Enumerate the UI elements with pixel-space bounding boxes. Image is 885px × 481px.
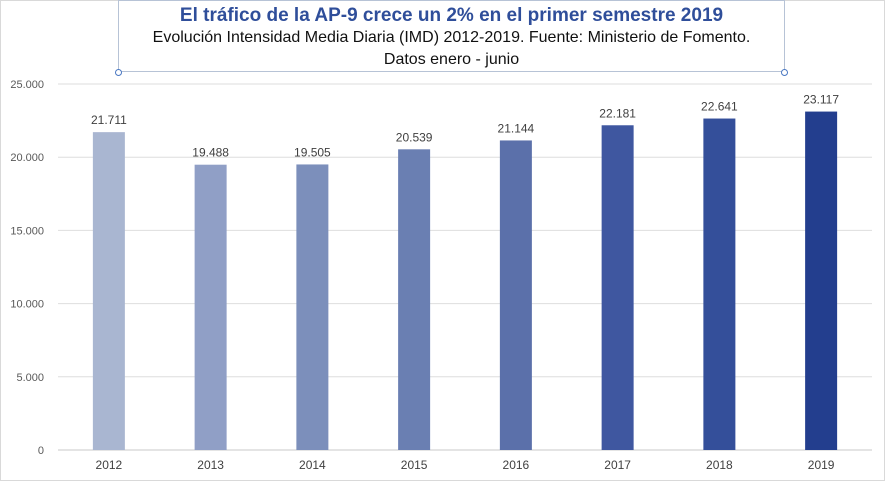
y-tick-label: 25.000 (10, 79, 44, 91)
bar-2019[interactable] (805, 111, 838, 450)
x-tick-label-2012: 2012 (96, 458, 123, 472)
x-tick-label-2018: 2018 (706, 458, 733, 472)
y-tick-label: 5.000 (16, 372, 44, 384)
y-tick-label: 10.000 (10, 299, 44, 311)
x-tick-label-2014: 2014 (299, 458, 326, 472)
chart-subtitle: Evolución Intensidad Media Diaria (IMD) … (152, 29, 751, 46)
value-label-2016: 21.144 (498, 121, 535, 135)
chart-title: El tráfico de la AP-9 crece un 2% en el … (179, 5, 724, 26)
value-label-2017: 22.181 (599, 106, 636, 120)
y-tick-label: 15.000 (10, 225, 44, 237)
value-label-2019: 23.117 (803, 93, 839, 107)
bar-2016[interactable] (499, 140, 532, 450)
value-label-2012: 21.711 (91, 113, 127, 127)
value-labels: 21.711 19.488 19.505 20.539 21.144 22.181 22.6… (91, 93, 839, 160)
x-tick-label-2015: 2015 (401, 458, 428, 472)
resize-handle-bottom-left[interactable] (115, 69, 122, 76)
value-label-2014: 19.505 (294, 145, 331, 159)
bars (92, 111, 838, 451)
value-label-2015: 20.539 (396, 130, 433, 144)
bar-2015[interactable] (398, 149, 431, 451)
x-tick-label-2016: 2016 (503, 458, 530, 472)
value-label-2018: 22.641 (701, 100, 738, 114)
x-tick-label-2013: 2013 (197, 458, 224, 472)
resize-handle-bottom-right[interactable] (781, 69, 788, 76)
y-axis-tick-labels: 0 5.000 10.000 15.000 20.000 25.000 (10, 79, 44, 457)
value-label-2013: 19.488 (192, 146, 229, 160)
gridlines (58, 83, 872, 451)
y-tick-label: 0 (38, 445, 44, 457)
x-axis-tick-labels: 2012 2013 2014 2015 2016 2017 2018 2019 (96, 458, 835, 472)
bar-2012[interactable] (92, 132, 125, 451)
bar-2014[interactable] (296, 164, 329, 451)
y-tick-label: 20.000 (10, 152, 44, 164)
x-tick-label-2017: 2017 (604, 458, 631, 472)
chart-title-box[interactable]: El tráfico de la AP-9 crece un 2% en el … (118, 0, 785, 72)
chart-subtitle-2: Datos enero - junio (383, 51, 520, 68)
bar-2017[interactable] (601, 125, 634, 451)
bar-2013[interactable] (194, 164, 227, 450)
bar-2018[interactable] (703, 118, 736, 450)
x-tick-label-2019: 2019 (808, 458, 835, 472)
